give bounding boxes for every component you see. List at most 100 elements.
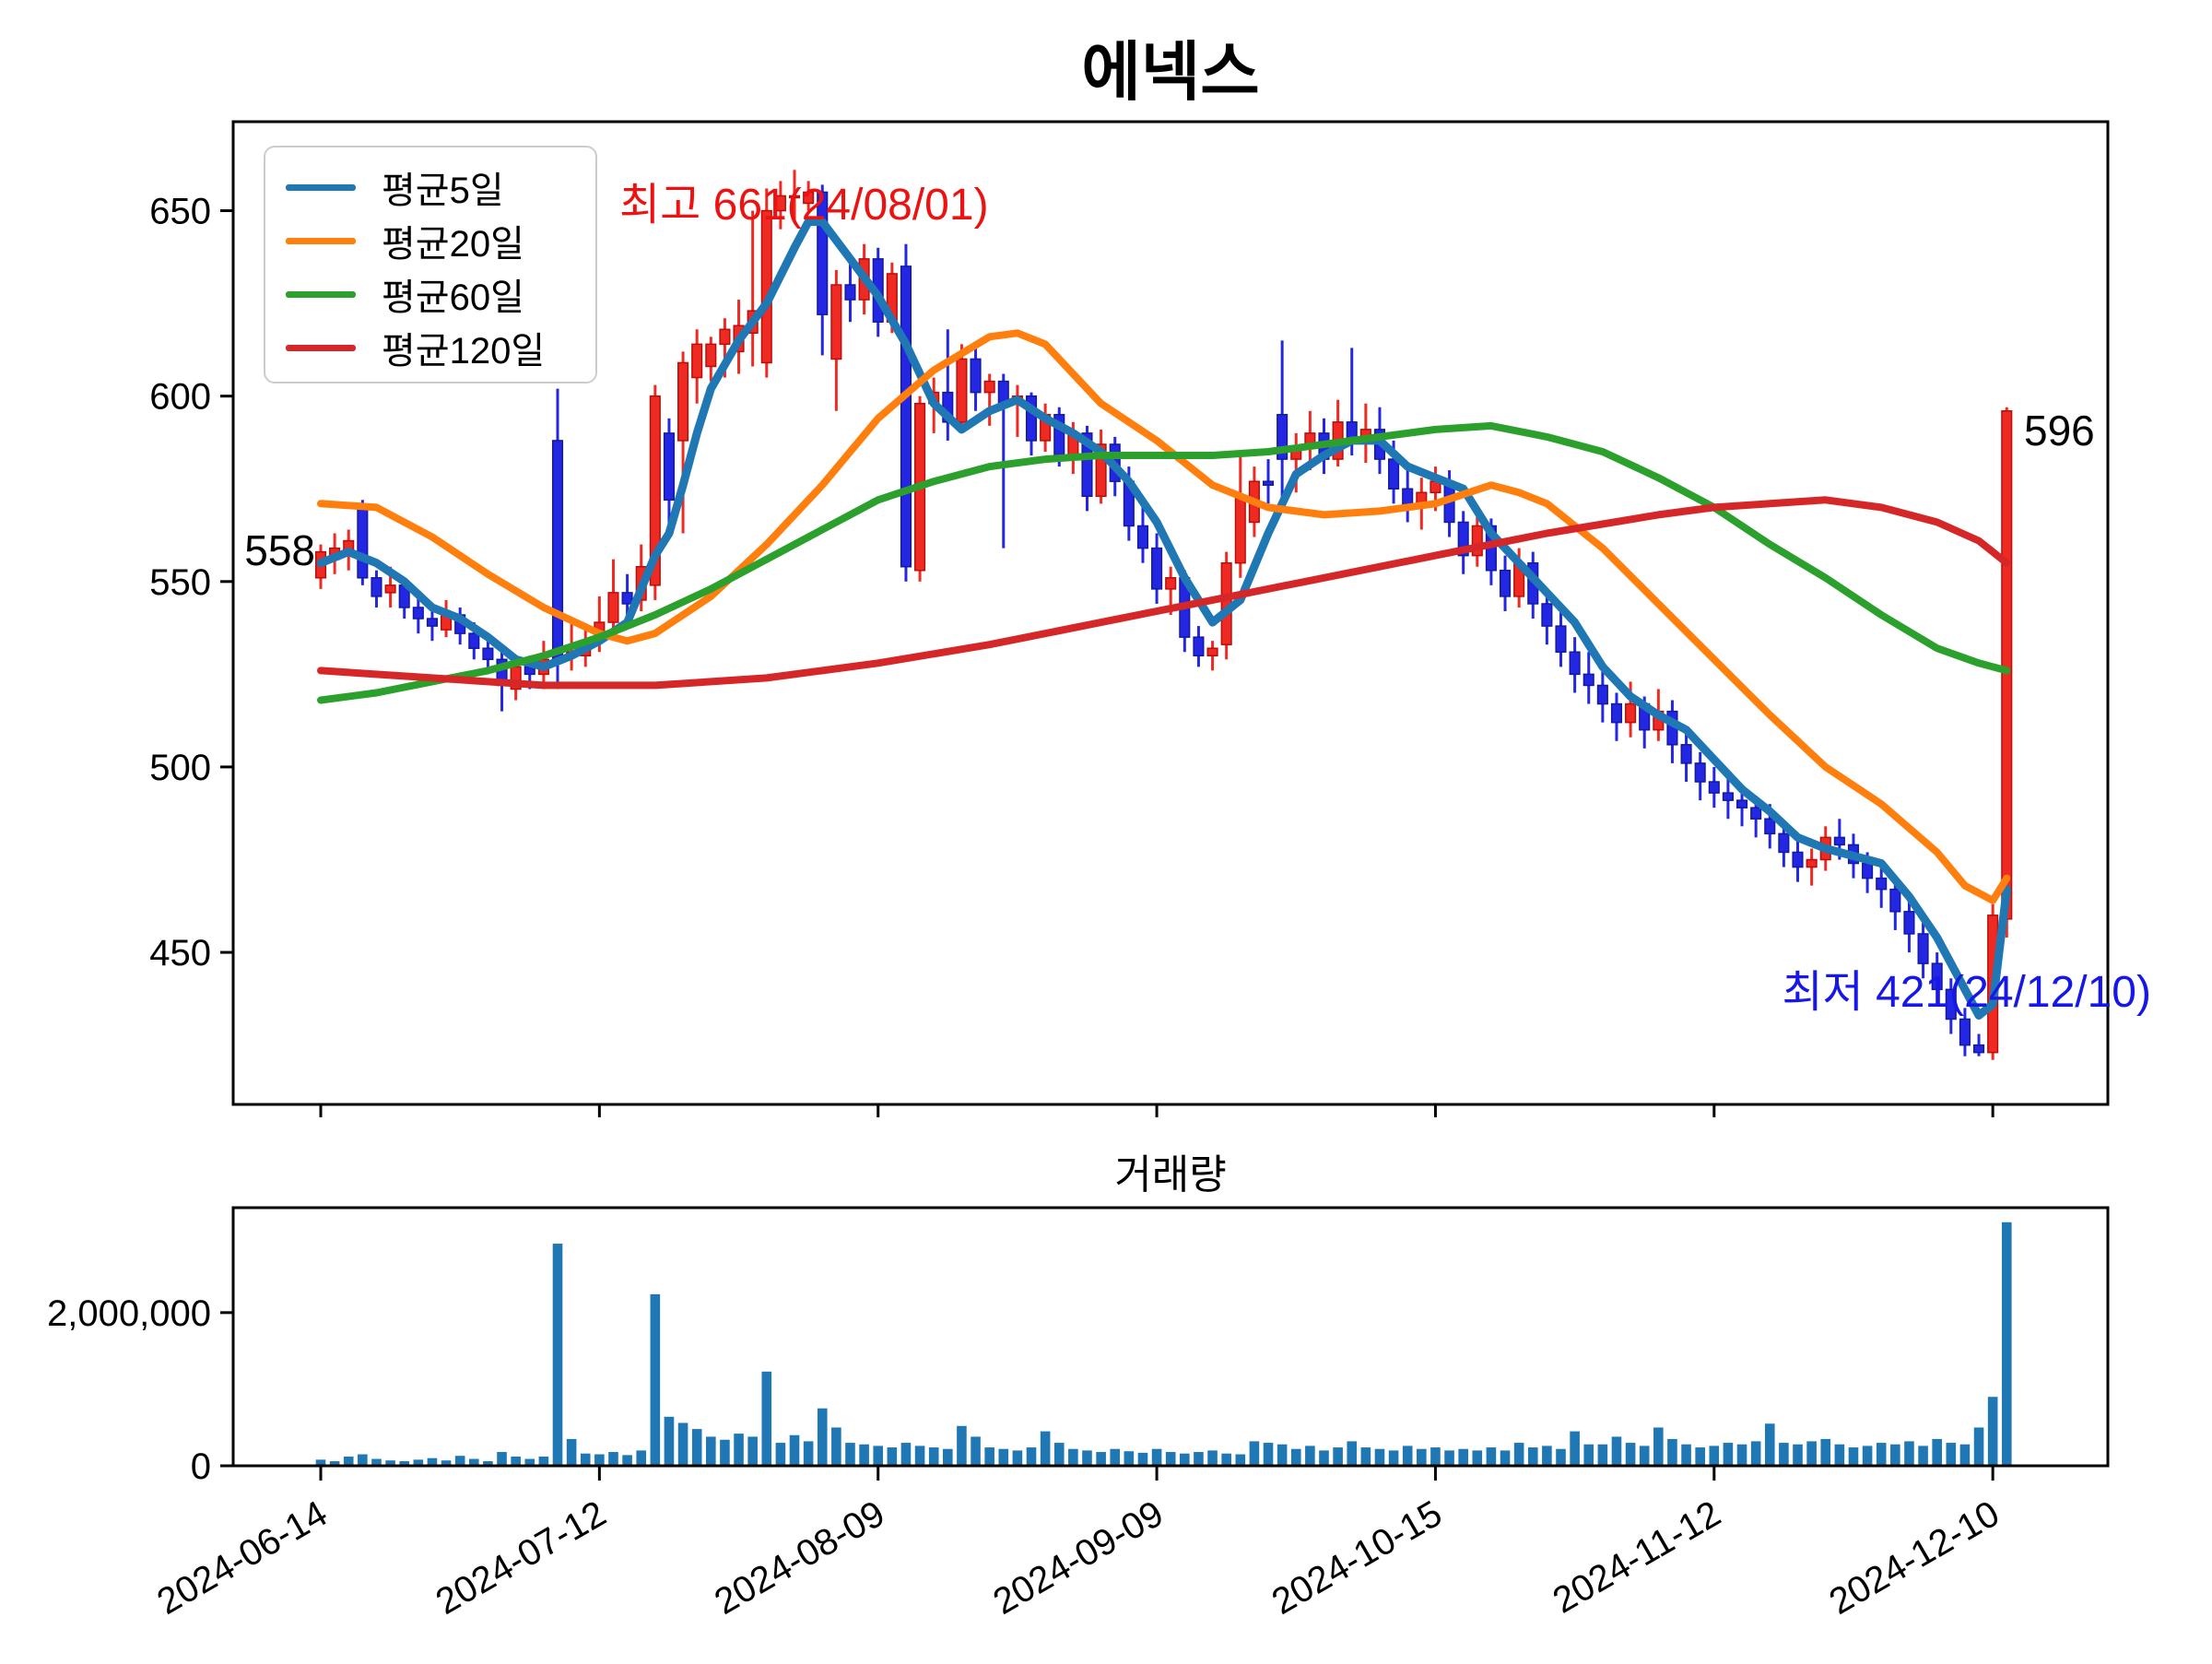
volume-bar [1068,1448,1078,1466]
candle-body [900,266,912,568]
volume-bar [468,1458,479,1466]
volume-bar [1681,1444,1691,1466]
candle-wick [988,373,992,426]
volume-bar [566,1438,577,1466]
legend-label-ma20: 평균20일 [382,224,524,265]
candle-body [1778,832,1790,854]
volume-bar [483,1461,493,1466]
legend-item-ma5: 평균5일 [286,160,595,214]
volume-bar [1110,1448,1121,1466]
ma60-line [317,421,2011,704]
volume-bar [957,1425,967,1466]
volume-bar [887,1447,898,1466]
annotation-last-close: 596 [2024,407,2095,454]
volume-bar [1319,1450,1329,1466]
candle-body [1193,636,1205,657]
volume-bar [720,1439,730,1466]
volume-bar [1180,1453,1190,1466]
volume-bar [1542,1446,1552,1466]
candle-body [677,361,689,442]
candle-body [1136,525,1149,549]
volume-bar [385,1460,395,1466]
candle-body [844,284,856,301]
volume-bar [1472,1450,1483,1466]
price-tick-label: 450 [149,933,211,974]
candle-body [1764,818,1776,835]
candle-body [788,195,801,199]
volume-bar [1667,1438,1677,1466]
volume-bar [1165,1452,1176,1466]
volume-bar [399,1461,410,1466]
volume-bar [1527,1447,1538,1466]
volume-bar [1207,1450,1218,1466]
volume-bar [984,1447,994,1466]
candle-body [1388,458,1400,490]
volume-bar [1513,1443,1524,1466]
candle-body [663,432,676,502]
candle-body [1555,625,1567,653]
volume-bar [1026,1447,1037,1466]
volume-bar [1764,1423,1775,1466]
candle-body [1025,395,1038,442]
volume-bar [1890,1444,1900,1466]
candle-body [719,328,731,346]
volume-bar [1012,1450,1023,1466]
date-tick-label: 2024-07-12 [429,1493,613,1623]
candle-wick [751,210,755,367]
date-tick-label: 2024-12-10 [1822,1493,2006,1623]
ma20-line [317,329,2011,904]
candle-body [607,592,619,623]
date-tick-label: 2024-06-14 [150,1493,334,1623]
candle-body [1457,521,1469,557]
price-tick-label: 500 [149,748,211,788]
volume-bar [1611,1436,1622,1466]
candle-body [426,618,438,627]
volume-bar [803,1441,814,1466]
candle-body [371,577,382,597]
candle-body [830,284,842,360]
volume-bar [1417,1448,1427,1466]
volume-bar [441,1460,452,1466]
volume-bar [1556,1448,1566,1466]
volume-bar [1820,1438,1831,1466]
candle-body [1806,858,1818,868]
volume-bar [1263,1443,1274,1466]
volume-bar [1249,1441,1260,1466]
legend-item-ma20: 평균20일 [286,214,595,267]
candle-body [384,584,396,594]
candle-wick [681,351,685,534]
volume-bar [1750,1441,1761,1466]
volume-bar [497,1452,507,1466]
date-tick-label: 2024-08-09 [708,1493,891,1623]
volume-bar [761,1371,772,1466]
volume-bar [1625,1443,1636,1466]
candle-body [2001,410,2013,920]
volume-bar [1388,1450,1399,1466]
volume-bar [1486,1447,1497,1466]
candle-body [1569,651,1581,676]
candle-body [760,209,772,364]
volume-bar [845,1443,855,1466]
volume-bar [1194,1452,1204,1466]
candle-body [1708,781,1720,794]
volume-bar [329,1461,340,1466]
candle-body [1471,525,1483,557]
volume-bar [413,1459,424,1466]
volume-bar [691,1429,702,1466]
candle-body [1262,480,1275,486]
legend[interactable]: 평균5일 평균20일 평균60일 평균120일 [264,146,597,384]
candle-body [956,358,968,423]
candle-body [1081,432,1093,498]
volume-bar [1932,1438,1942,1466]
candle-body [1694,762,1706,783]
volume-bar [315,1459,326,1466]
volume-bar [928,1447,939,1466]
volume-plot-frame [231,1206,2110,1468]
volume-bar [1695,1447,1705,1466]
volume-bar [1806,1441,1817,1466]
volume-bar [1333,1447,1343,1466]
volume-bar [1918,1446,1928,1466]
volume-bar [1277,1444,1288,1466]
volume-bar [1360,1447,1371,1466]
